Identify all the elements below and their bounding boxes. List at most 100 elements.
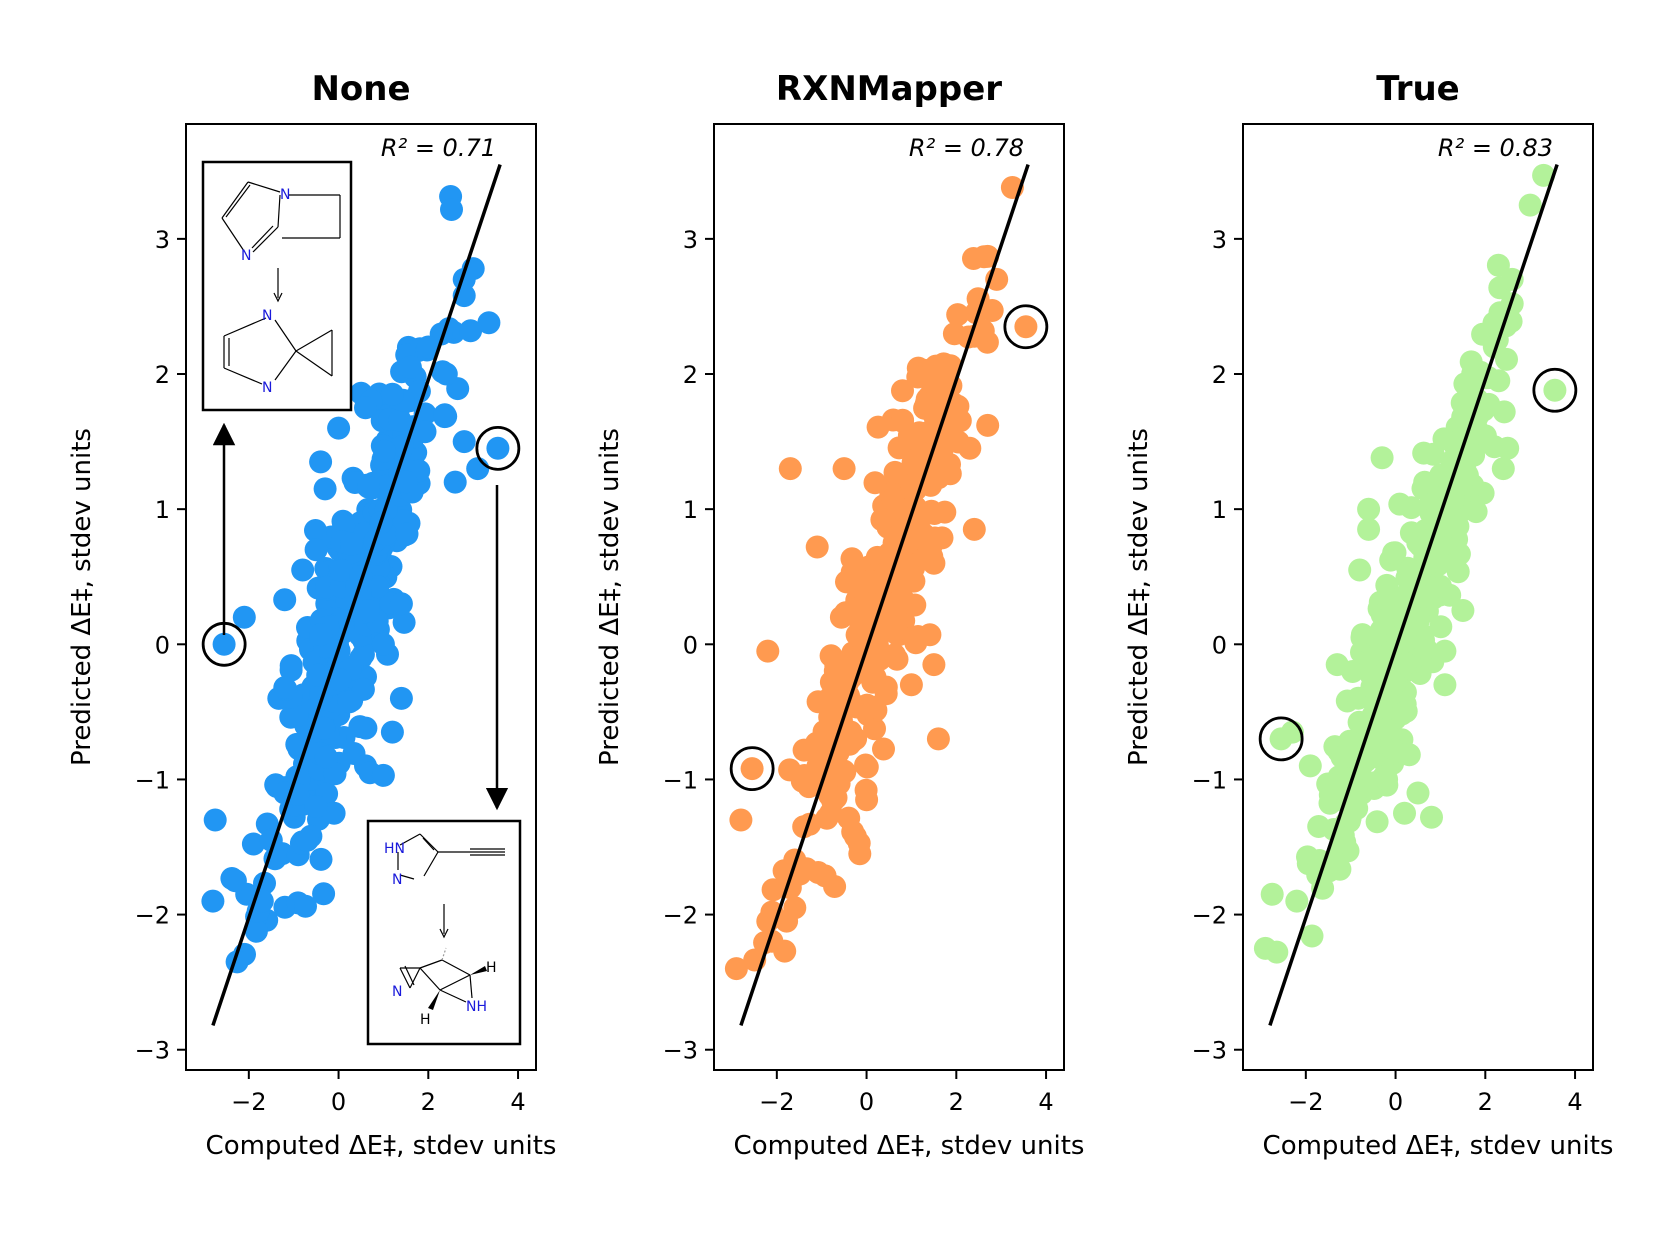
y-tick-label: 2	[683, 361, 698, 389]
fit-line	[739, 163, 1030, 1026]
data-point	[273, 781, 297, 805]
x-tick-label: 2	[949, 1088, 964, 1116]
y-tick-label: 2	[1212, 361, 1227, 389]
atom-label: HN	[384, 841, 405, 857]
x-tick-label: 0	[1388, 1088, 1403, 1116]
data-point	[413, 420, 437, 444]
data-point	[1451, 599, 1475, 622]
data-point	[938, 462, 962, 486]
data-point	[1269, 727, 1293, 751]
y-tick-label: 1	[155, 496, 170, 524]
data-point	[440, 198, 463, 221]
data-point	[1397, 743, 1421, 767]
data-point	[366, 575, 390, 599]
data-point	[309, 623, 333, 647]
data-point	[1420, 805, 1443, 829]
chart-title: RXNMapper	[776, 69, 1002, 109]
panel-none: None −2 0 2 4 −3 −2 −1 0 1 2 3 Computed ΔE‡, stdev u…	[67, 69, 556, 1161]
x-tick-label: 2	[1478, 1088, 1493, 1116]
data-point	[203, 808, 227, 832]
atom-label: H	[486, 960, 497, 976]
data-point	[958, 436, 982, 460]
fit-line	[1268, 163, 1559, 1026]
x-axis-label: Computed ΔE‡, stdev units	[206, 1131, 557, 1161]
data-point	[942, 322, 966, 346]
data-point	[1260, 882, 1284, 906]
molecule-product-1	[223, 317, 333, 385]
data-point	[322, 801, 346, 825]
data-point	[740, 757, 764, 781]
data-point	[907, 421, 931, 445]
atom-label: N	[262, 380, 272, 396]
data-point	[459, 319, 483, 343]
scatter-points	[724, 176, 1038, 981]
data-point	[976, 244, 1000, 268]
data-point	[1464, 500, 1488, 524]
molecule-product-2	[399, 947, 473, 1003]
y-tick-label: 3	[683, 226, 698, 254]
data-point	[371, 632, 395, 656]
data-point	[1383, 541, 1407, 565]
data-point	[285, 704, 309, 728]
data-point	[244, 919, 268, 943]
data-point	[1360, 664, 1384, 688]
data-point	[1453, 372, 1477, 396]
data-point	[373, 439, 396, 463]
data-point	[312, 716, 336, 740]
data-point	[783, 896, 807, 920]
axes-frame	[185, 123, 537, 1071]
data-point	[895, 497, 919, 521]
data-point	[389, 686, 413, 710]
y-axis-label: Predicted ΔE‡, stdev units	[67, 428, 97, 766]
data-point	[1325, 851, 1349, 875]
data-point	[398, 355, 422, 379]
data-point	[389, 592, 413, 616]
data-point	[1543, 378, 1567, 402]
reaction-arrowhead	[439, 928, 449, 939]
data-point	[212, 632, 236, 656]
data-point	[1482, 335, 1506, 359]
data-point	[840, 547, 864, 571]
x-tick-label: 4	[1567, 1088, 1582, 1116]
data-point	[870, 508, 894, 532]
data-point	[801, 767, 825, 791]
data-point	[295, 828, 319, 852]
atom-label: NH	[466, 999, 487, 1015]
panel-rxnmapper: RXNMapper −2 0 2 4 −3 −2 −1 0 1 2 3 Computed ΔE‡, st…	[595, 69, 1084, 1161]
data-point	[1429, 463, 1453, 487]
data-point	[337, 690, 361, 714]
chart-title: True	[1376, 69, 1460, 109]
axes-frame	[713, 123, 1065, 1071]
data-point	[1482, 311, 1506, 335]
x-tick-label: −2	[231, 1088, 266, 1116]
data-point	[1357, 517, 1381, 541]
data-point	[1433, 639, 1457, 663]
data-point	[778, 457, 802, 481]
data-point	[923, 526, 947, 550]
data-point	[926, 727, 950, 751]
data-point	[833, 760, 857, 784]
data-point	[312, 882, 336, 906]
data-point	[477, 311, 501, 335]
r2-annotation: R² = 0.78	[909, 134, 1024, 162]
data-point	[819, 644, 843, 668]
data-point	[885, 647, 909, 671]
data-point	[1348, 558, 1372, 582]
data-point	[273, 676, 297, 700]
data-point	[371, 763, 395, 787]
data-point	[936, 356, 959, 380]
data-point	[866, 415, 890, 439]
axes-frame	[1242, 123, 1594, 1071]
x-tick-label: 4	[1038, 1088, 1053, 1116]
data-point	[891, 409, 914, 433]
reaction-arrowhead	[273, 292, 283, 303]
data-point	[819, 801, 843, 825]
data-point	[980, 299, 1004, 322]
r2-annotation: R² = 0.83	[1438, 134, 1553, 162]
data-point	[899, 673, 923, 697]
data-point	[1455, 463, 1479, 487]
data-point	[948, 409, 972, 433]
highlight-ring	[1003, 304, 1049, 350]
chart-title: None	[311, 69, 410, 109]
